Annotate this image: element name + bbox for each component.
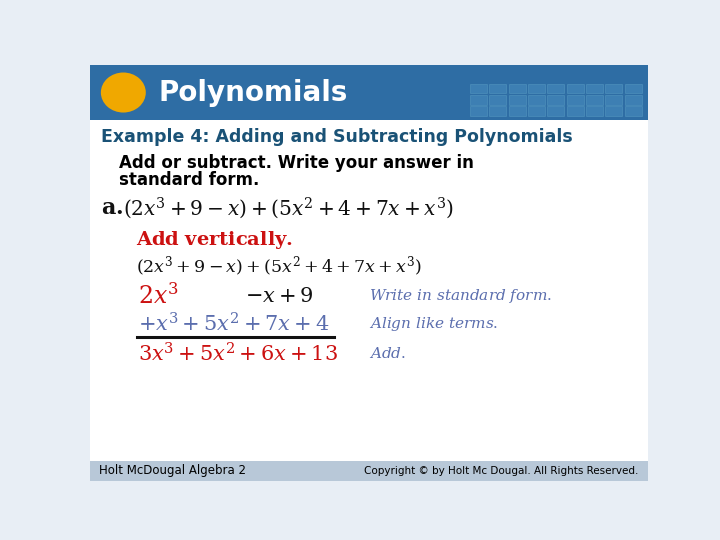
Text: $\mathit{Write\ in\ standard\ form.}$: $\mathit{Write\ in\ standard\ form.}$ (369, 287, 552, 305)
Text: $\mathit{Add.}$: $\mathit{Add.}$ (369, 346, 406, 361)
FancyBboxPatch shape (547, 95, 564, 105)
Text: Example 4: Adding and Subtracting Polynomials: Example 4: Adding and Subtracting Polyno… (101, 128, 572, 146)
FancyBboxPatch shape (90, 120, 648, 461)
Text: Polynomials: Polynomials (158, 78, 348, 106)
FancyBboxPatch shape (586, 106, 603, 116)
FancyBboxPatch shape (606, 95, 622, 105)
FancyBboxPatch shape (489, 95, 506, 105)
Text: $(2x^3 + 9 - x) + (5x^2 + 4 + 7x + x^3)$: $(2x^3 + 9 - x) + (5x^2 + 4 + 7x + x^3)$ (137, 254, 422, 279)
FancyBboxPatch shape (469, 84, 487, 93)
FancyBboxPatch shape (469, 95, 487, 105)
Text: Holt McDougal Algebra 2: Holt McDougal Algebra 2 (99, 464, 246, 477)
Text: Copyright © by Holt Mc Dougal. All Rights Reserved.: Copyright © by Holt Mc Dougal. All Right… (364, 465, 639, 476)
FancyBboxPatch shape (90, 461, 648, 481)
FancyBboxPatch shape (567, 106, 584, 116)
FancyBboxPatch shape (586, 84, 603, 93)
FancyBboxPatch shape (625, 106, 642, 116)
Text: Add or subtract. Write your answer in: Add or subtract. Write your answer in (120, 154, 474, 172)
Text: $\mathbf{a.}$: $\mathbf{a.}$ (101, 198, 123, 218)
FancyBboxPatch shape (508, 106, 526, 116)
FancyBboxPatch shape (625, 84, 642, 93)
Text: $3x^3 + 5x^2 + 6x + 13$: $3x^3 + 5x^2 + 6x + 13$ (138, 342, 338, 365)
FancyBboxPatch shape (547, 106, 564, 116)
Text: $+x^3 + 5x^2 + 7x + 4$: $+x^3 + 5x^2 + 7x + 4$ (138, 312, 329, 335)
FancyBboxPatch shape (489, 106, 506, 116)
FancyBboxPatch shape (606, 106, 622, 116)
FancyBboxPatch shape (528, 84, 545, 93)
Ellipse shape (101, 72, 145, 112)
Text: $(2x^3 + 9 - x) + (5x^2 + 4 + 7x + x^3)$: $(2x^3 + 9 - x) + (5x^2 + 4 + 7x + x^3)$ (122, 195, 454, 221)
FancyBboxPatch shape (586, 95, 603, 105)
FancyBboxPatch shape (606, 84, 622, 93)
FancyBboxPatch shape (508, 84, 526, 93)
FancyBboxPatch shape (567, 84, 584, 93)
FancyBboxPatch shape (547, 84, 564, 93)
Text: $\mathit{Align\ like\ terms.}$: $\mathit{Align\ like\ terms.}$ (369, 314, 498, 333)
Text: $\mathbf{Add\ vertically.}$: $\mathbf{Add\ vertically.}$ (137, 230, 294, 251)
FancyBboxPatch shape (469, 106, 487, 116)
FancyBboxPatch shape (508, 95, 526, 105)
Text: $2x^3$: $2x^3$ (138, 283, 179, 309)
FancyBboxPatch shape (567, 95, 584, 105)
FancyBboxPatch shape (625, 95, 642, 105)
Text: $-x + 9$: $-x + 9$ (245, 286, 314, 306)
FancyBboxPatch shape (489, 84, 506, 93)
FancyBboxPatch shape (528, 95, 545, 105)
FancyBboxPatch shape (90, 65, 648, 120)
Text: standard form.: standard form. (120, 171, 260, 190)
FancyBboxPatch shape (528, 106, 545, 116)
